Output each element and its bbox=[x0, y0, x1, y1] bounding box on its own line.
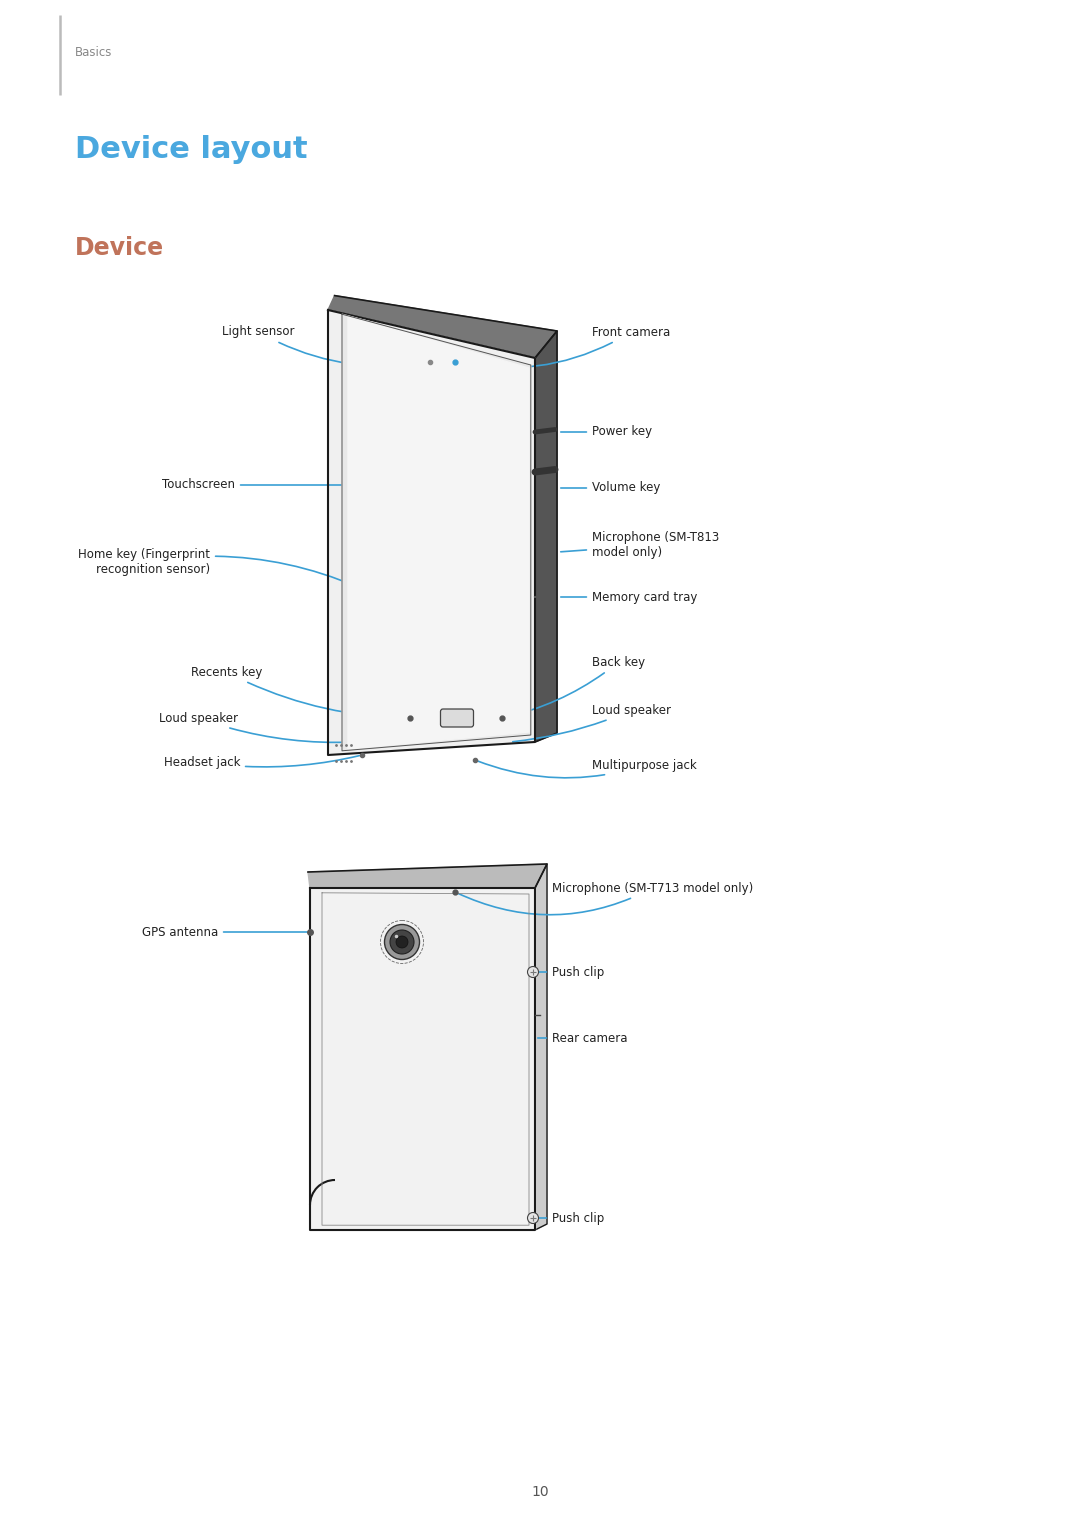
Circle shape bbox=[527, 1212, 539, 1223]
Text: Home key (Fingerprint
recognition sensor): Home key (Fingerprint recognition sensor… bbox=[78, 548, 357, 586]
Text: Light sensor: Light sensor bbox=[222, 325, 428, 366]
Text: Microphone (SM-T713 model only): Microphone (SM-T713 model only) bbox=[458, 881, 753, 915]
Text: Basics: Basics bbox=[75, 46, 112, 58]
Text: Device: Device bbox=[75, 237, 164, 260]
Circle shape bbox=[384, 924, 419, 959]
Polygon shape bbox=[342, 315, 530, 751]
Polygon shape bbox=[310, 889, 535, 1231]
Polygon shape bbox=[348, 316, 529, 750]
Text: GPS antenna: GPS antenna bbox=[141, 925, 307, 939]
Text: Touchscreen: Touchscreen bbox=[162, 478, 392, 492]
Polygon shape bbox=[328, 310, 535, 754]
Text: 10: 10 bbox=[531, 1484, 549, 1500]
Polygon shape bbox=[535, 331, 557, 742]
Text: Recents key: Recents key bbox=[191, 666, 407, 718]
Circle shape bbox=[396, 936, 408, 948]
Text: Loud speaker: Loud speaker bbox=[513, 704, 671, 742]
Text: Headset jack: Headset jack bbox=[163, 756, 360, 768]
Text: Front camera: Front camera bbox=[458, 325, 671, 368]
Text: Power key: Power key bbox=[561, 426, 652, 438]
FancyBboxPatch shape bbox=[441, 709, 473, 727]
Text: Back key: Back key bbox=[504, 655, 645, 718]
Circle shape bbox=[527, 967, 539, 977]
Text: Memory card tray: Memory card tray bbox=[561, 591, 698, 603]
Polygon shape bbox=[308, 864, 546, 889]
Circle shape bbox=[390, 930, 414, 954]
Text: Multipurpose jack: Multipurpose jack bbox=[477, 759, 697, 777]
Text: Loud speaker: Loud speaker bbox=[159, 712, 352, 742]
Text: Volume key: Volume key bbox=[561, 481, 660, 495]
Text: Push clip: Push clip bbox=[538, 965, 604, 979]
Polygon shape bbox=[535, 864, 546, 1231]
Polygon shape bbox=[328, 296, 557, 357]
Text: Rear camera: Rear camera bbox=[538, 1032, 627, 1044]
Text: Microphone (SM-T813
model only): Microphone (SM-T813 model only) bbox=[561, 531, 719, 559]
Text: Device layout: Device layout bbox=[75, 136, 308, 165]
Text: Push clip: Push clip bbox=[538, 1211, 604, 1225]
